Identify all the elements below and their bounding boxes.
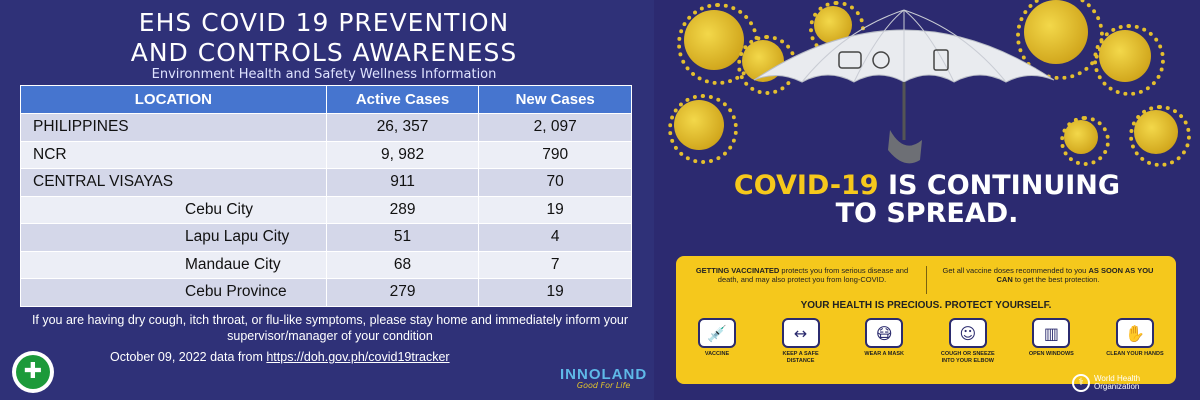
- active-cases-cell: 911: [325, 168, 480, 197]
- virus-icon: [676, 2, 760, 86]
- symptom-note: If you are having dry cough, itch throat…: [31, 313, 629, 343]
- box-divider: [926, 266, 927, 294]
- location-cell: CENTRAL VISAYAS: [20, 168, 327, 197]
- who-line1: World Health: [1094, 374, 1141, 383]
- window-icon: ▥: [1032, 318, 1071, 348]
- active-cases-cell: 68: [325, 250, 480, 279]
- prevention-caption: KEEP A SAFE DISTANCE: [782, 351, 819, 364]
- active-cases-cell: 51: [325, 223, 480, 252]
- health-slogan: YOUR HEALTH IS PRECIOUS. PROTECT YOURSEL…: [800, 300, 1052, 311]
- cough-icon: ☺: [948, 318, 987, 348]
- headline-covid: COVID-19: [733, 170, 879, 201]
- page-title-line2: AND CONTROLS AWARENESS: [130, 38, 518, 67]
- location-cell: NCR: [20, 140, 327, 169]
- new-cases-cell: 7: [478, 250, 632, 279]
- prevention-icons: 💉 VACCINE ↔ KEEP A SAFE DISTANCE 😷 WEAR A MAS…: [686, 318, 1166, 365]
- who-globe-icon: ⚕: [1072, 374, 1090, 392]
- doses-pre: Get all vaccine doses recommended to you: [942, 266, 1089, 275]
- new-cases-cell: 19: [478, 195, 632, 224]
- prevention-item: ▥ OPEN WINDOWS: [1020, 318, 1082, 365]
- table-row: Lapu Lapu City 51 4: [20, 223, 632, 252]
- mask-icon: 😷: [865, 318, 904, 348]
- prevention-item: ✋ CLEAN YOUR HANDS: [1104, 318, 1166, 365]
- prevention-caption: VACCINE: [704, 351, 730, 357]
- prevention-caption: OPEN WINDOWS: [1028, 351, 1074, 357]
- table-row: Cebu Province 279 19: [20, 278, 632, 307]
- location-cell: Mandaue City: [20, 250, 327, 279]
- brand-name: INNOLAND: [560, 366, 648, 383]
- new-cases-cell: 19: [478, 278, 632, 307]
- table-row: CENTRAL VISAYAS 911 70: [20, 168, 632, 197]
- safety-first-logo: ✚: [12, 351, 54, 393]
- headline-continuing: IS CONTINUING: [878, 170, 1121, 201]
- new-cases-cell: 4: [478, 223, 632, 252]
- vaccine-doses-text: Get all vaccine doses recommended to you…: [938, 266, 1158, 284]
- vaccine-bold: GETTING VACCINATED: [695, 266, 780, 275]
- prevention-caption: CLEAN YOUR HANDS: [1106, 351, 1164, 357]
- page-subtitle: Environment Health and Safety Wellness I…: [151, 67, 497, 82]
- brand-tagline: Good For Life: [576, 381, 631, 390]
- new-cases-cell: 70: [478, 168, 632, 197]
- doses-post: to get the best protection.: [1012, 275, 1100, 284]
- column-header-new: New Cases: [478, 85, 632, 114]
- table-row: NCR 9, 982 790: [20, 140, 632, 169]
- active-cases-cell: 289: [325, 195, 480, 224]
- table-header-row: LOCATION Active Cases New Cases: [20, 85, 632, 114]
- poster-panel: COVID-19 IS CONTINUING TO SPREAD. GETTIN…: [654, 0, 1200, 400]
- source-link[interactable]: https://doh.gov.ph/covid19tracker: [266, 350, 450, 364]
- column-header-active: Active Cases: [325, 85, 480, 114]
- who-logo: ⚕ World Health Organization: [1072, 374, 1140, 392]
- vaccine-rest: protects you from serious disease and de…: [717, 266, 909, 284]
- active-cases-cell: 9, 982: [325, 140, 480, 169]
- new-cases-cell: 2, 097: [478, 113, 632, 142]
- vaccine-info-box: GETTING VACCINATED protects you from ser…: [676, 256, 1176, 384]
- location-cell: Cebu Province: [20, 278, 327, 307]
- page-title-line1: EHS COVID 19 PREVENTION: [138, 8, 510, 37]
- virus-icon: [1092, 23, 1166, 97]
- vaccine-icon: 💉: [698, 318, 736, 348]
- data-source: October 09, 2022 data from https://doh.g…: [110, 350, 450, 364]
- table-row: Mandaue City 68 7: [20, 250, 632, 279]
- virus-icon: [668, 94, 738, 164]
- who-line2: Organization: [1094, 382, 1140, 391]
- prevention-item: 💉 VACCINE: [686, 318, 748, 365]
- prevention-caption: WEAR A MASK: [864, 351, 904, 357]
- safety-cross-icon: ✚: [16, 355, 50, 389]
- prevention-caption: COUGH OR SNEEZE INTO YOUR ELBOW: [940, 351, 995, 364]
- prevention-item: 😷 WEAR A MASK: [853, 318, 915, 365]
- umbrella-icon: [753, 9, 1055, 164]
- virus-icon: [1059, 115, 1111, 167]
- new-cases-cell: 790: [478, 140, 632, 169]
- headline-spread: TO SPREAD.: [835, 198, 1019, 229]
- active-cases-cell: 26, 357: [325, 113, 480, 142]
- location-cell: Lapu Lapu City: [20, 223, 327, 252]
- column-header-location: LOCATION: [20, 85, 327, 114]
- location-cell: Cebu City: [20, 195, 327, 224]
- distance-icon: ↔: [781, 318, 820, 348]
- table-row: PHILIPPINES 26, 357 2, 097: [20, 113, 632, 142]
- hands-icon: ✋: [1115, 318, 1154, 348]
- location-cell: PHILIPPINES: [20, 113, 327, 142]
- vaccine-protect-text: GETTING VACCINATED protects you from ser…: [692, 266, 912, 284]
- prevention-item: ↔ KEEP A SAFE DISTANCE: [770, 318, 832, 365]
- doses-bold: AS SOON AS YOU CAN: [996, 266, 1154, 284]
- innoland-logo: INNOLAND Good For Life: [560, 366, 647, 390]
- cases-table: LOCATION Active Cases New Cases PHILIPPI…: [20, 85, 632, 307]
- table-row: Cebu City 289 19: [20, 195, 632, 224]
- prevention-item: ☺ COUGH OR SNEEZE INTO YOUR ELBOW: [937, 318, 999, 365]
- active-cases-cell: 279: [325, 278, 480, 307]
- left-panel: EHS COVID 19 PREVENTION AND CONTROLS AWA…: [12, 8, 647, 393]
- virus-icon: [1128, 104, 1192, 168]
- source-prefix: October 09, 2022 data from: [110, 350, 267, 364]
- poster-headline: COVID-19 IS CONTINUING TO SPREAD.: [654, 172, 1200, 228]
